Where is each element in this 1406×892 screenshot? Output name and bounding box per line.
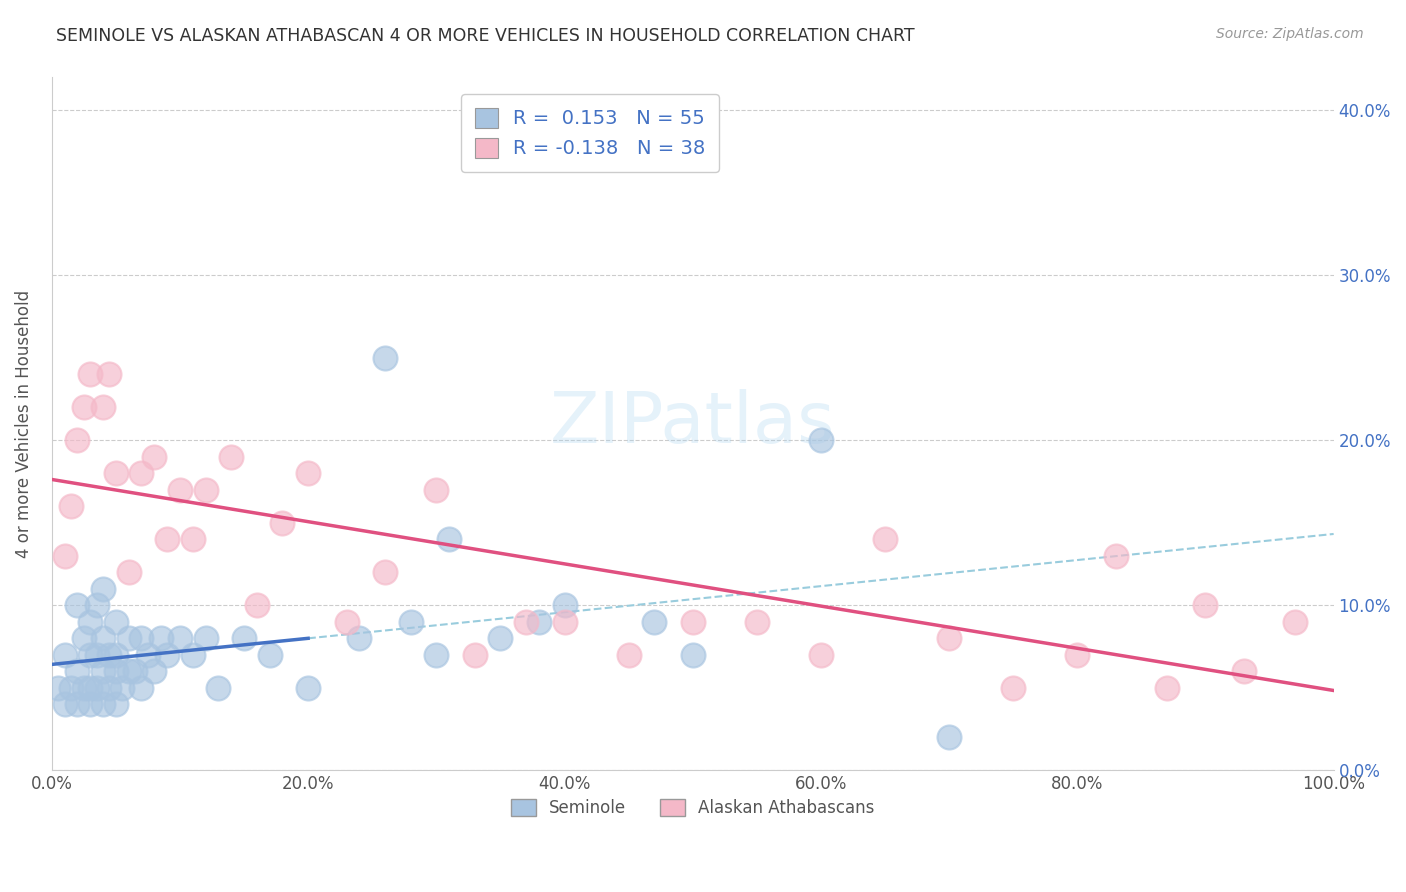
Point (59, 681, 82, 695)
Point (297, 681, 319, 695)
Point (207, 681, 229, 695)
Point (136, 648, 159, 662)
Point (91, 664, 114, 678)
Point (181, 532, 204, 546)
Point (66, 697, 89, 711)
Point (873, 532, 896, 546)
Point (124, 664, 146, 678)
Point (98, 681, 121, 695)
Point (553, 598, 575, 612)
Point (79, 368, 101, 382)
Point (143, 450, 166, 464)
Point (156, 648, 179, 662)
Point (219, 450, 242, 464)
Point (79, 648, 101, 662)
Point (181, 648, 204, 662)
Legend: Seminole, Alaskan Athabascans: Seminole, Alaskan Athabascans (505, 792, 882, 824)
Point (682, 648, 704, 662)
Point (104, 466, 127, 480)
Point (131, 681, 153, 695)
Point (73, 401, 96, 415)
Point (86, 648, 108, 662)
Point (79, 681, 101, 695)
Point (1156, 681, 1178, 695)
Point (425, 483, 447, 497)
Point (143, 664, 166, 678)
Point (104, 648, 127, 662)
Point (104, 697, 127, 711)
Point (374, 351, 396, 365)
Point (464, 648, 486, 662)
Point (553, 615, 575, 629)
Point (297, 466, 319, 480)
Point (194, 483, 217, 497)
Point (104, 615, 127, 629)
Point (810, 648, 832, 662)
Point (194, 631, 217, 645)
Point (53, 549, 76, 563)
Point (46, 681, 69, 695)
Point (1066, 648, 1088, 662)
Point (938, 730, 960, 744)
Point (336, 615, 359, 629)
Point (271, 516, 294, 530)
Point (169, 631, 191, 645)
Point (131, 631, 153, 645)
Point (1194, 598, 1216, 612)
Point (118, 565, 141, 579)
Point (643, 615, 665, 629)
Point (349, 631, 371, 645)
Point (53, 648, 76, 662)
Point (515, 615, 537, 629)
Point (53, 697, 76, 711)
Point (79, 615, 101, 629)
Point (111, 681, 134, 695)
Point (810, 434, 832, 448)
Text: Source: ZipAtlas.com: Source: ZipAtlas.com (1216, 27, 1364, 41)
Point (1284, 615, 1306, 629)
Point (73, 631, 96, 645)
Point (66, 664, 89, 678)
Point (233, 631, 256, 645)
Point (86, 598, 108, 612)
Point (682, 615, 704, 629)
Point (59, 499, 82, 513)
Point (399, 615, 422, 629)
Point (91, 401, 114, 415)
Point (66, 434, 89, 448)
Point (91, 697, 114, 711)
Point (1105, 549, 1128, 563)
Point (425, 648, 447, 662)
Point (617, 648, 640, 662)
Point (79, 697, 101, 711)
Point (246, 598, 269, 612)
Point (527, 615, 550, 629)
Point (489, 631, 512, 645)
Point (169, 483, 191, 497)
Point (259, 648, 281, 662)
Point (1002, 681, 1025, 695)
Point (98, 368, 121, 382)
Point (118, 664, 141, 678)
Point (938, 631, 960, 645)
Point (118, 631, 141, 645)
Point (1233, 664, 1256, 678)
Point (104, 664, 127, 678)
Point (91, 582, 114, 596)
Point (149, 631, 172, 645)
Point (86, 681, 108, 695)
Text: ZIPatlas: ZIPatlas (550, 389, 835, 458)
Point (745, 615, 768, 629)
Point (66, 598, 89, 612)
Text: SEMINOLE VS ALASKAN ATHABASCAN 4 OR MORE VEHICLES IN HOUSEHOLD CORRELATION CHART: SEMINOLE VS ALASKAN ATHABASCAN 4 OR MORE… (56, 27, 915, 45)
Y-axis label: 4 or more Vehicles in Household: 4 or more Vehicles in Household (15, 290, 32, 558)
Point (98, 648, 121, 662)
Point (156, 532, 179, 546)
Point (374, 565, 396, 579)
Point (437, 532, 460, 546)
Point (131, 466, 153, 480)
Point (73, 681, 96, 695)
Point (91, 631, 114, 645)
